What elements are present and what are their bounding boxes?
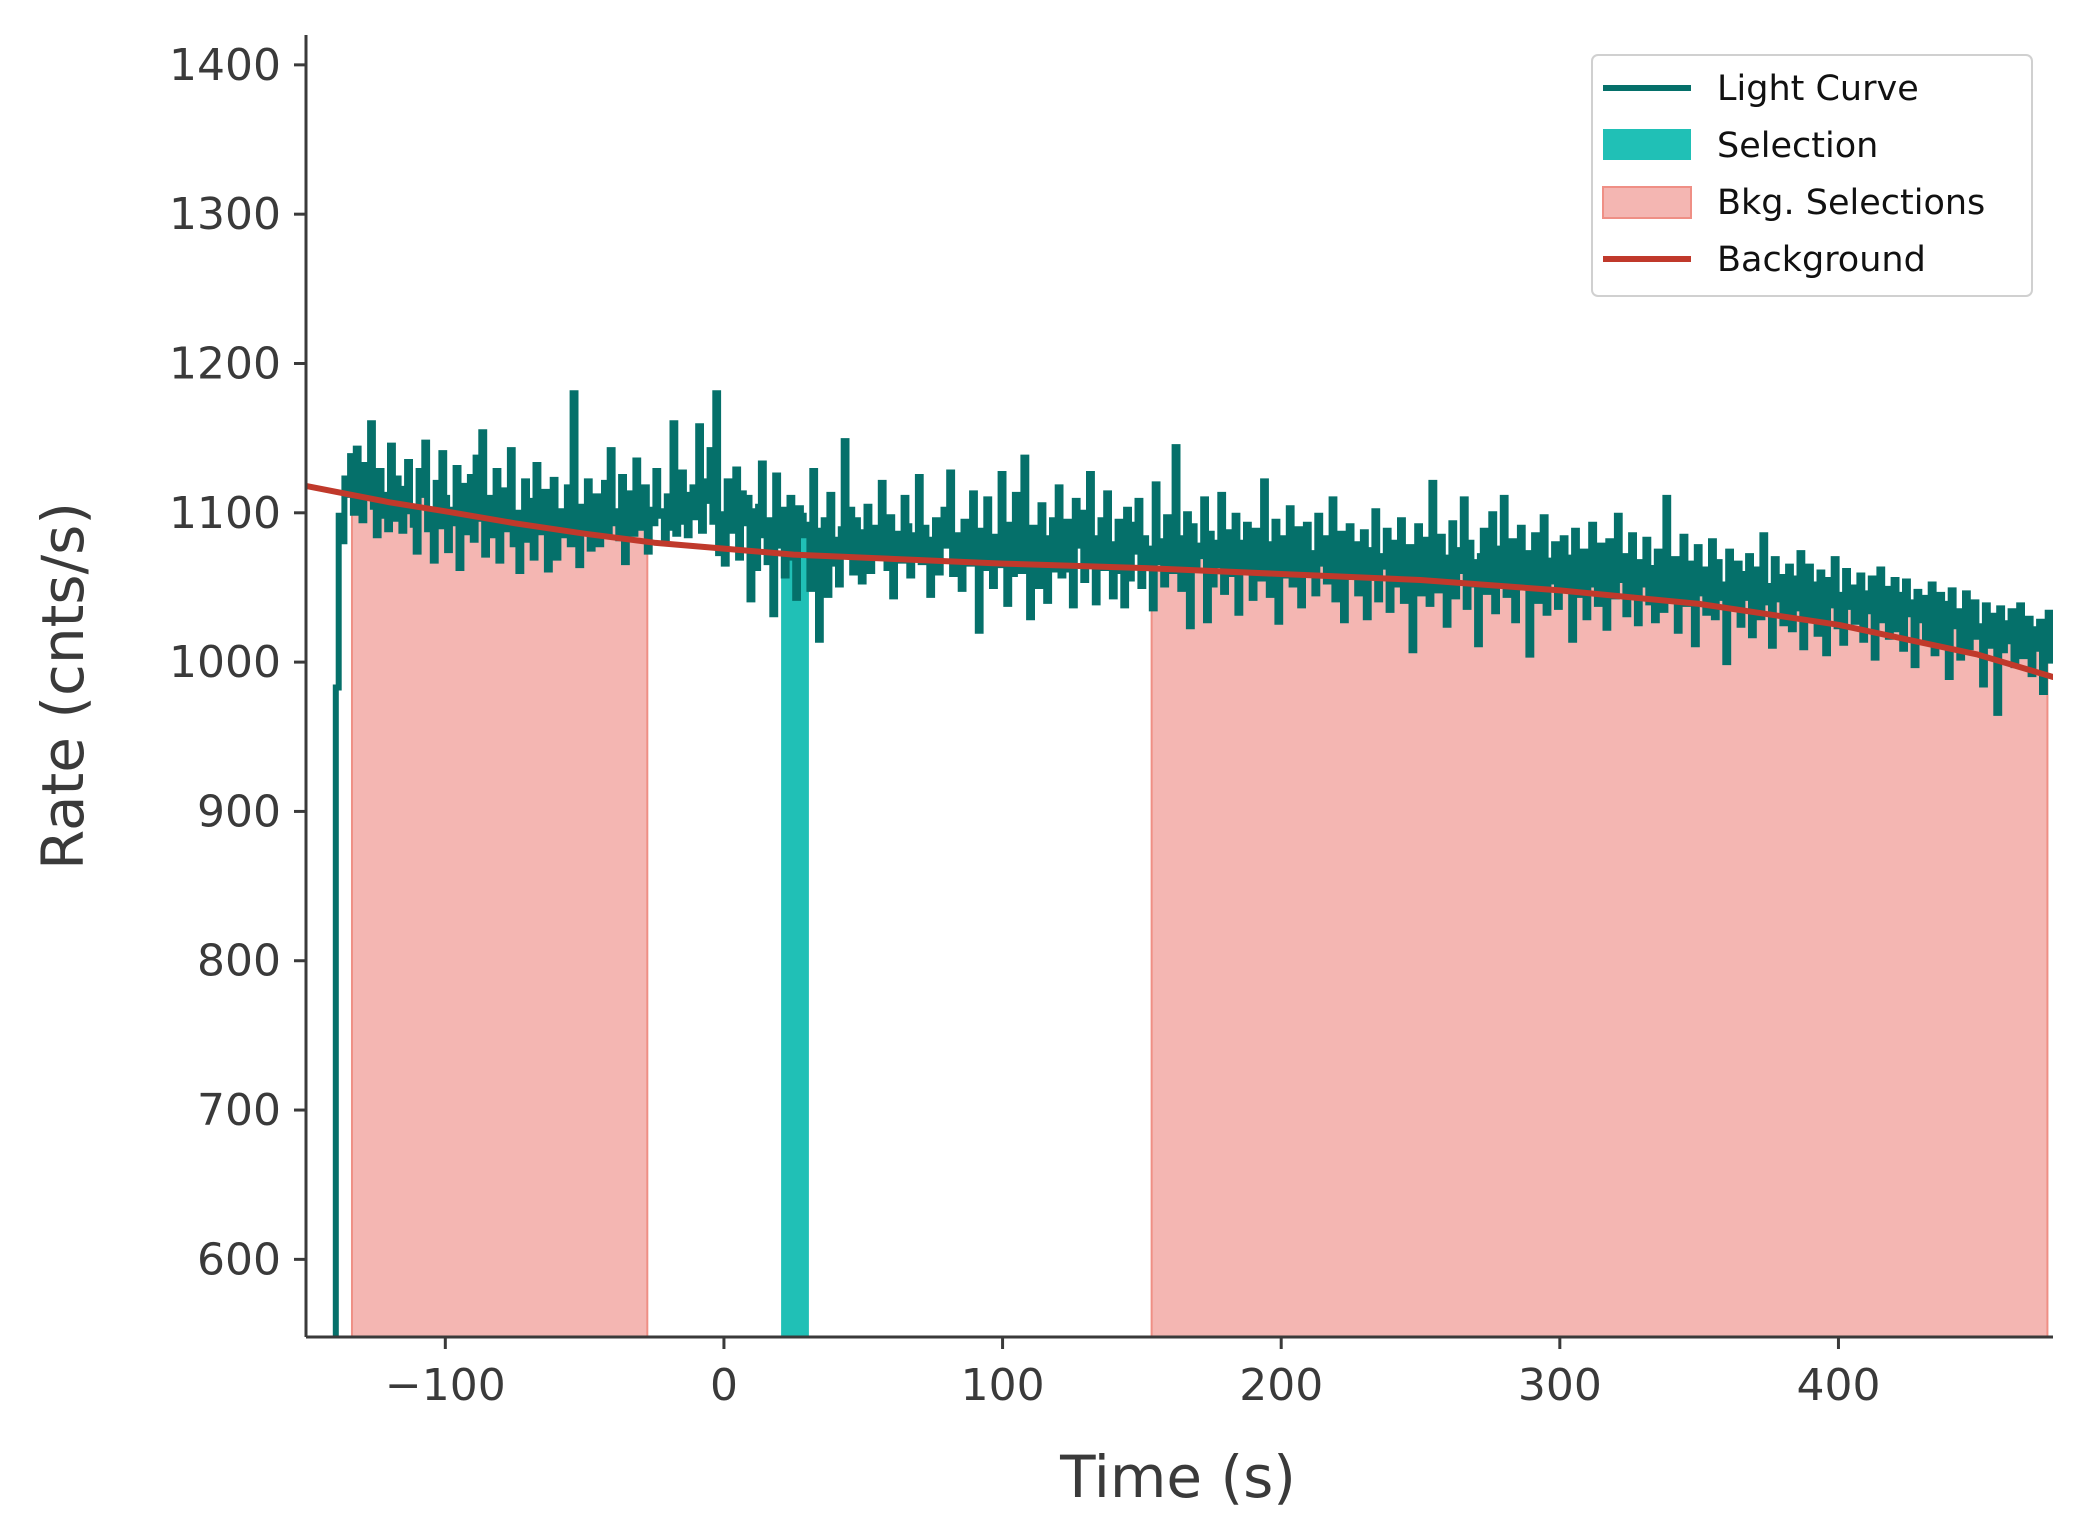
y-tick-label: 1400 — [169, 40, 281, 91]
background-model-line — [306, 482, 2053, 680]
legend-label-bkg-selections: Bkg. Selections — [1717, 183, 1985, 223]
legend-frame — [1591, 54, 2033, 297]
y-tick-label: 1100 — [169, 488, 281, 539]
legend-swatch-selection — [1603, 129, 1691, 160]
bkg-region-left-mask — [306, 35, 336, 1337]
x-tick-label: 100 — [961, 1360, 1045, 1411]
y-tick-label: 900 — [197, 786, 281, 837]
legend-label-light-curve: Light Curve — [1717, 69, 1919, 109]
x-tick-label: 400 — [1796, 1360, 1880, 1411]
x-tick-label: 300 — [1518, 1360, 1602, 1411]
source-selection-region — [781, 497, 809, 1337]
x-tick-label: −100 — [385, 1360, 506, 1411]
selection-fill — [781, 497, 809, 1337]
x-tick-label: 0 — [710, 1360, 738, 1411]
y-tick-label: 1300 — [169, 189, 281, 240]
x-axis-ticks: −100 0 100 200 300 400 — [385, 1337, 1880, 1411]
x-tick-label: 200 — [1239, 1360, 1323, 1411]
legend: Light Curve Selection Bkg. Selections Ba… — [1591, 54, 2033, 297]
legend-swatch-bkg-selections — [1602, 186, 1692, 219]
y-tick-label: 1200 — [169, 338, 281, 389]
x-axis-title: Time (s) — [1059, 1443, 1296, 1511]
y-axis-title: Rate (cnts/s) — [29, 502, 97, 870]
legend-label-background: Background — [1717, 240, 1926, 280]
legend-label-selection: Selection — [1717, 126, 1878, 166]
y-tick-label: 800 — [197, 936, 281, 987]
y-tick-label: 700 — [197, 1085, 281, 1136]
y-axis-ticks: 600 700 800 900 1000 1100 1200 1300 1400 — [169, 40, 306, 1285]
y-tick-label: 1000 — [169, 637, 281, 688]
y-tick-label: 600 — [197, 1234, 281, 1285]
background-model-series — [306, 482, 2053, 680]
